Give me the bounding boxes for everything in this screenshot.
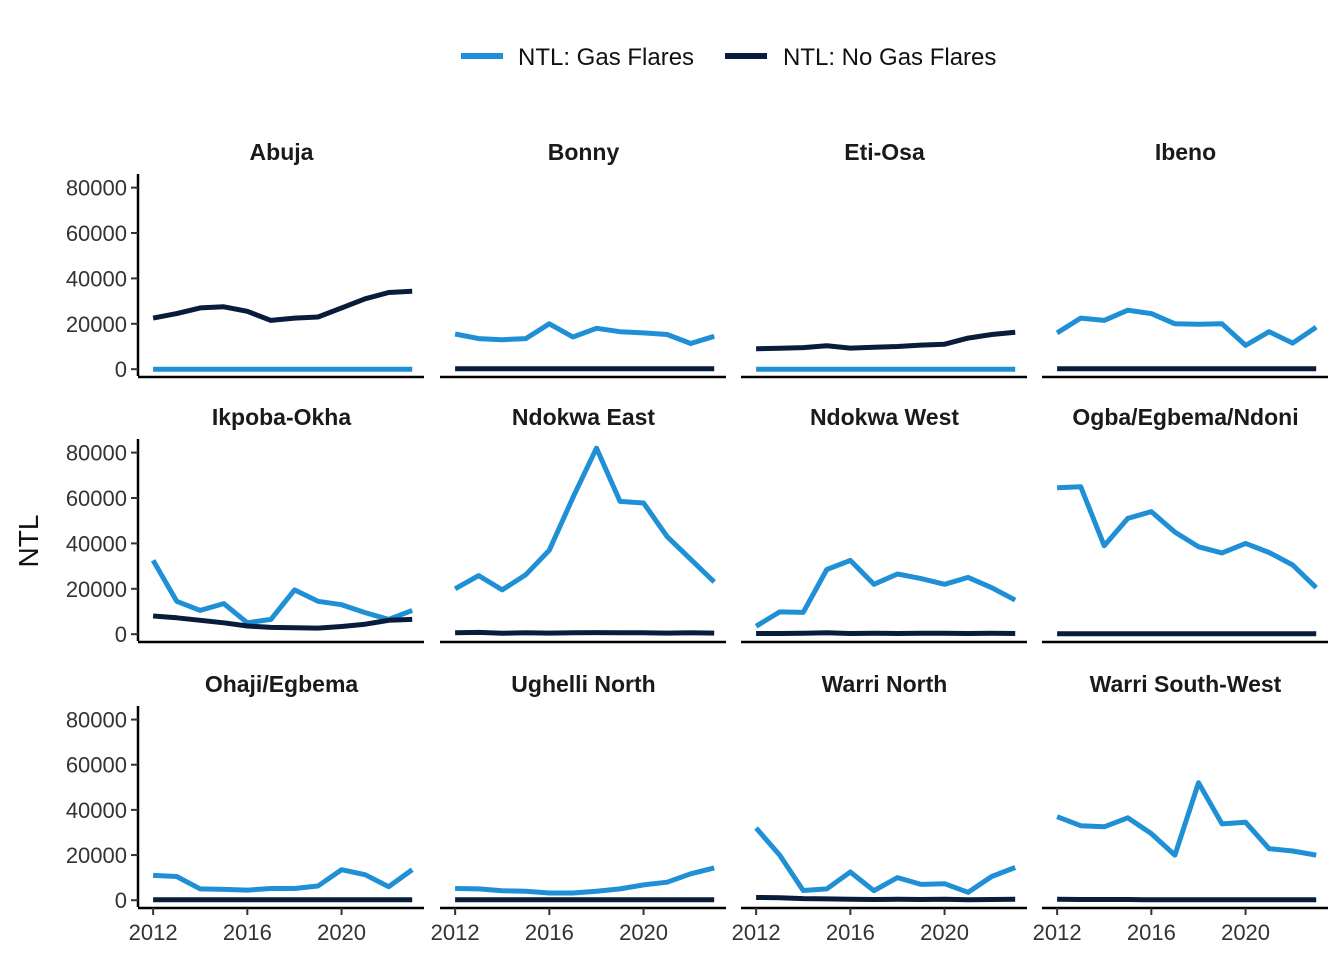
panel-title: Abuja	[250, 139, 314, 165]
x-tick-label: 2012	[129, 920, 178, 945]
y-tick-label: 60000	[66, 221, 127, 246]
y-tick-label: 80000	[66, 176, 127, 201]
panel-title: Ohaji/Egbema	[205, 671, 359, 697]
series-line-gas-flares	[754, 826, 1017, 895]
y-tick-label: 60000	[66, 753, 127, 778]
y-tick-label: 20000	[66, 312, 127, 337]
y-tick-label: 40000	[66, 531, 127, 556]
x-tick-label: 2012	[431, 920, 480, 945]
y-tick-label: 20000	[66, 577, 127, 602]
panel-title: Ughelli North	[511, 671, 655, 697]
y-tick-label: 20000	[66, 843, 127, 868]
panel-ohaji-egbema: Ohaji/Egbema 0 20000 40000 60000 80000 2012 201…	[66, 671, 424, 945]
x-tick-label: 2020	[1221, 920, 1270, 945]
series-line-no-gas-flares	[152, 288, 413, 323]
y-tick-label: 60000	[66, 486, 127, 511]
panel-title: Ndokwa West	[810, 404, 959, 430]
panel-title: Ogba/Egbema/Ndoni	[1072, 404, 1298, 430]
y-axis-title: NTL	[13, 515, 44, 568]
y-tick-label: 40000	[66, 266, 127, 291]
panel-title: Ikpoba-Okha	[212, 404, 352, 430]
x-tick-label: 2020	[920, 920, 969, 945]
panel-title: Warri South-West	[1090, 671, 1282, 697]
x-tick-label: 2020	[317, 920, 366, 945]
x-tick-label: 2020	[619, 920, 668, 945]
y-tick-label: 80000	[66, 441, 127, 466]
series-line-gas-flares	[150, 559, 414, 626]
y-tick-label: 80000	[66, 708, 127, 733]
panel-ndokwa-east: Ndokwa East	[440, 404, 726, 644]
series-line-gas-flares	[1056, 484, 1318, 590]
panel-title: Ndokwa East	[512, 404, 655, 430]
series-line-no-gas-flares	[756, 630, 1016, 636]
series-line-gas-flares	[1056, 780, 1317, 858]
series-line-no-gas-flares	[756, 895, 1016, 903]
panel-title: Warri North	[822, 671, 948, 697]
panel-bonny: Bonny	[440, 139, 726, 379]
panel-title: Eti-Osa	[844, 139, 925, 165]
series-line-no-gas-flares	[152, 613, 413, 631]
legend-label-gas-flares: NTL: Gas Flares	[518, 44, 694, 71]
x-tick-label: 2016	[1127, 920, 1176, 945]
panel-ogba-egbema-ndoni: Ogba/Egbema/Ndoni	[1042, 404, 1328, 644]
panel-ndokwa-west: Ndokwa West	[741, 404, 1027, 644]
x-tick-label: 2016	[826, 920, 875, 945]
series-line-gas-flares	[453, 445, 716, 593]
y-tick-label: 0	[115, 357, 127, 382]
legend: NTL: Gas Flares NTL: No Gas Flares	[461, 44, 996, 71]
x-tick-label: 2012	[732, 920, 781, 945]
series-line-no-gas-flares	[756, 329, 1016, 352]
series-line-gas-flares	[455, 865, 715, 896]
panel-ughelli-north: Ughelli North 2012 2016 2020	[431, 671, 726, 945]
panel-title: Ibeno	[1155, 139, 1216, 165]
y-tick-label: 0	[115, 622, 127, 647]
x-tick-label: 2016	[223, 920, 272, 945]
panel-ikpoba-okha: Ikpoba-Okha 0 20000 40000 60000 80000	[66, 404, 424, 647]
series-line-gas-flares	[754, 557, 1017, 629]
panel-warri-south-west: Warri South-West 2012 2016 2020	[1033, 671, 1328, 945]
x-tick-label: 2012	[1033, 920, 1082, 945]
panel-title: Bonny	[548, 139, 620, 165]
series-line-gas-flares	[454, 321, 715, 346]
series-line-gas-flares	[152, 867, 414, 893]
series-line-no-gas-flares	[455, 629, 715, 636]
panel-grid: Abuja 0 20000 40000 60000 80000 Bonny Eti-Osa Ib…	[66, 139, 1328, 945]
y-tick-label: 0	[115, 888, 127, 913]
x-tick-label: 2016	[525, 920, 574, 945]
legend-label-no-gas-flares: NTL: No Gas Flares	[783, 44, 996, 71]
series-line-no-gas-flares	[1057, 896, 1317, 903]
panel-eti-osa: Eti-Osa	[741, 139, 1027, 379]
series-line-gas-flares	[1055, 307, 1318, 348]
y-tick-label: 40000	[66, 798, 127, 823]
panel-warri-north: Warri North 2012 2016 2020	[732, 671, 1027, 945]
panel-ibeno: Ibeno	[1042, 139, 1328, 379]
panel-abuja: Abuja 0 20000 40000 60000 80000	[66, 139, 424, 382]
